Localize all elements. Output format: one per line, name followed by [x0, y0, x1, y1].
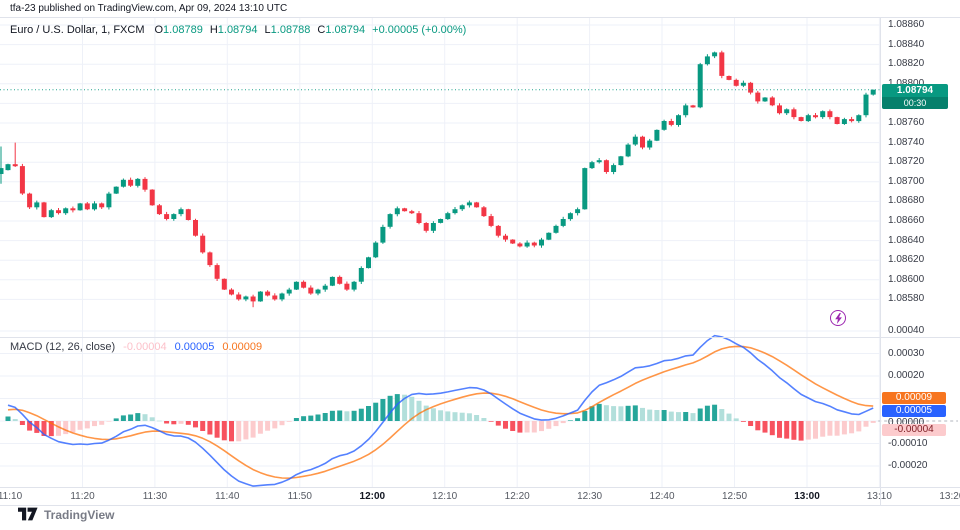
macd-axis-label: 0.00030	[888, 347, 925, 359]
time-axis-separator	[0, 487, 960, 488]
macd-legend: MACD (12, 26, close) -0.00004 0.00005 0.000…	[10, 341, 262, 353]
price-axis-label: 1.08680	[888, 195, 925, 207]
widget-top-border	[0, 17, 960, 18]
pane-separator	[0, 337, 960, 338]
price-axis-label: 1.08820	[888, 58, 925, 70]
time-axis-label: 13:20	[939, 491, 960, 502]
macd-line-value: 0.00005	[174, 341, 215, 353]
price-axis-label: 1.08760	[888, 117, 925, 128]
price-axis-label: 1.08840	[888, 38, 925, 50]
time-axis-label: 13:00	[794, 491, 820, 502]
boost-button[interactable]	[830, 310, 846, 326]
time-axis-label: 12:00	[359, 491, 386, 502]
widget-bottom-border	[0, 505, 960, 506]
ohlc-low: L1.08788	[264, 24, 311, 36]
time-axis-label: 13:10	[866, 491, 892, 502]
price-axis-label: 1.08600	[888, 273, 925, 285]
time-axis-label: 12:30	[577, 491, 603, 502]
time-axis-label: 11:40	[215, 491, 240, 502]
price-axis-label: 1.08700	[888, 175, 925, 187]
last-price-badge: 1.08794 00:30	[882, 84, 948, 109]
macd-title: MACD (12, 26, close)	[10, 341, 116, 353]
price-axis-label: 1.08580	[888, 293, 925, 305]
ohlc-close: C1.08794	[317, 24, 366, 36]
price-axis-label: 1.08860	[888, 19, 925, 30]
time-axis-label: 11:10	[0, 491, 23, 502]
ohlc-high: H1.08794	[209, 24, 258, 36]
macd-signal-badge: 0.00009	[882, 392, 946, 404]
time-axis-label: 12:50	[721, 491, 748, 502]
time-axis-label: 11:50	[287, 491, 312, 502]
symbol-title: Euro / U.S. Dollar, 1, FXCM	[10, 24, 145, 36]
price-axis-label: 1.08740	[888, 136, 925, 148]
macd-hist-value: -0.00004	[123, 341, 167, 353]
time-axis-label: 12:20	[504, 491, 530, 502]
price-axis-label: 1.08660	[888, 215, 925, 226]
time-axis-label: 11:20	[70, 491, 95, 502]
price-axis-separator	[880, 17, 881, 505]
time-axis-label: 12:40	[649, 491, 675, 502]
macd-line-badge: 0.00005	[882, 405, 946, 417]
macd-axis-label: 0.00040	[888, 325, 925, 336]
price-axis-label: 1.08720	[888, 156, 925, 168]
price-axis-label: 1.08800	[888, 78, 924, 89]
bar-countdown: 00:30	[882, 97, 948, 109]
macd-axis-label: 0.00000	[888, 417, 925, 428]
tradingview-logo[interactable]: TradingView	[18, 507, 114, 522]
macd-axis-label: 0.00020	[888, 370, 925, 381]
price-axis-label: 1.08640	[888, 234, 925, 246]
macd-signal-value: 0.00009	[222, 341, 263, 353]
tradingview-brand-text: TradingView	[44, 507, 115, 522]
price-axis-label: 1.08620	[888, 254, 925, 266]
ohlc-open: O1.08789	[154, 24, 203, 36]
macd-hist-badge: -0.00004	[882, 424, 946, 436]
lightning-icon	[834, 312, 842, 324]
macd-axis-label: -0.00020	[888, 460, 928, 471]
macd-axis-label: -0.00010	[888, 437, 928, 449]
price-change: +0.00005 (+0.00%)	[372, 24, 467, 36]
last-price-value: 1.08794	[896, 85, 934, 96]
tradingview-mark-icon	[18, 507, 38, 521]
time-axis-label: 12:10	[432, 491, 458, 502]
symbol-legend: Euro / U.S. Dollar, 1, FXCM O1.08789 H1.08…	[10, 24, 466, 36]
publish-info: tfa-23 published on TradingView.com, Apr…	[10, 3, 288, 14]
time-axis-label: 11:30	[142, 491, 168, 502]
